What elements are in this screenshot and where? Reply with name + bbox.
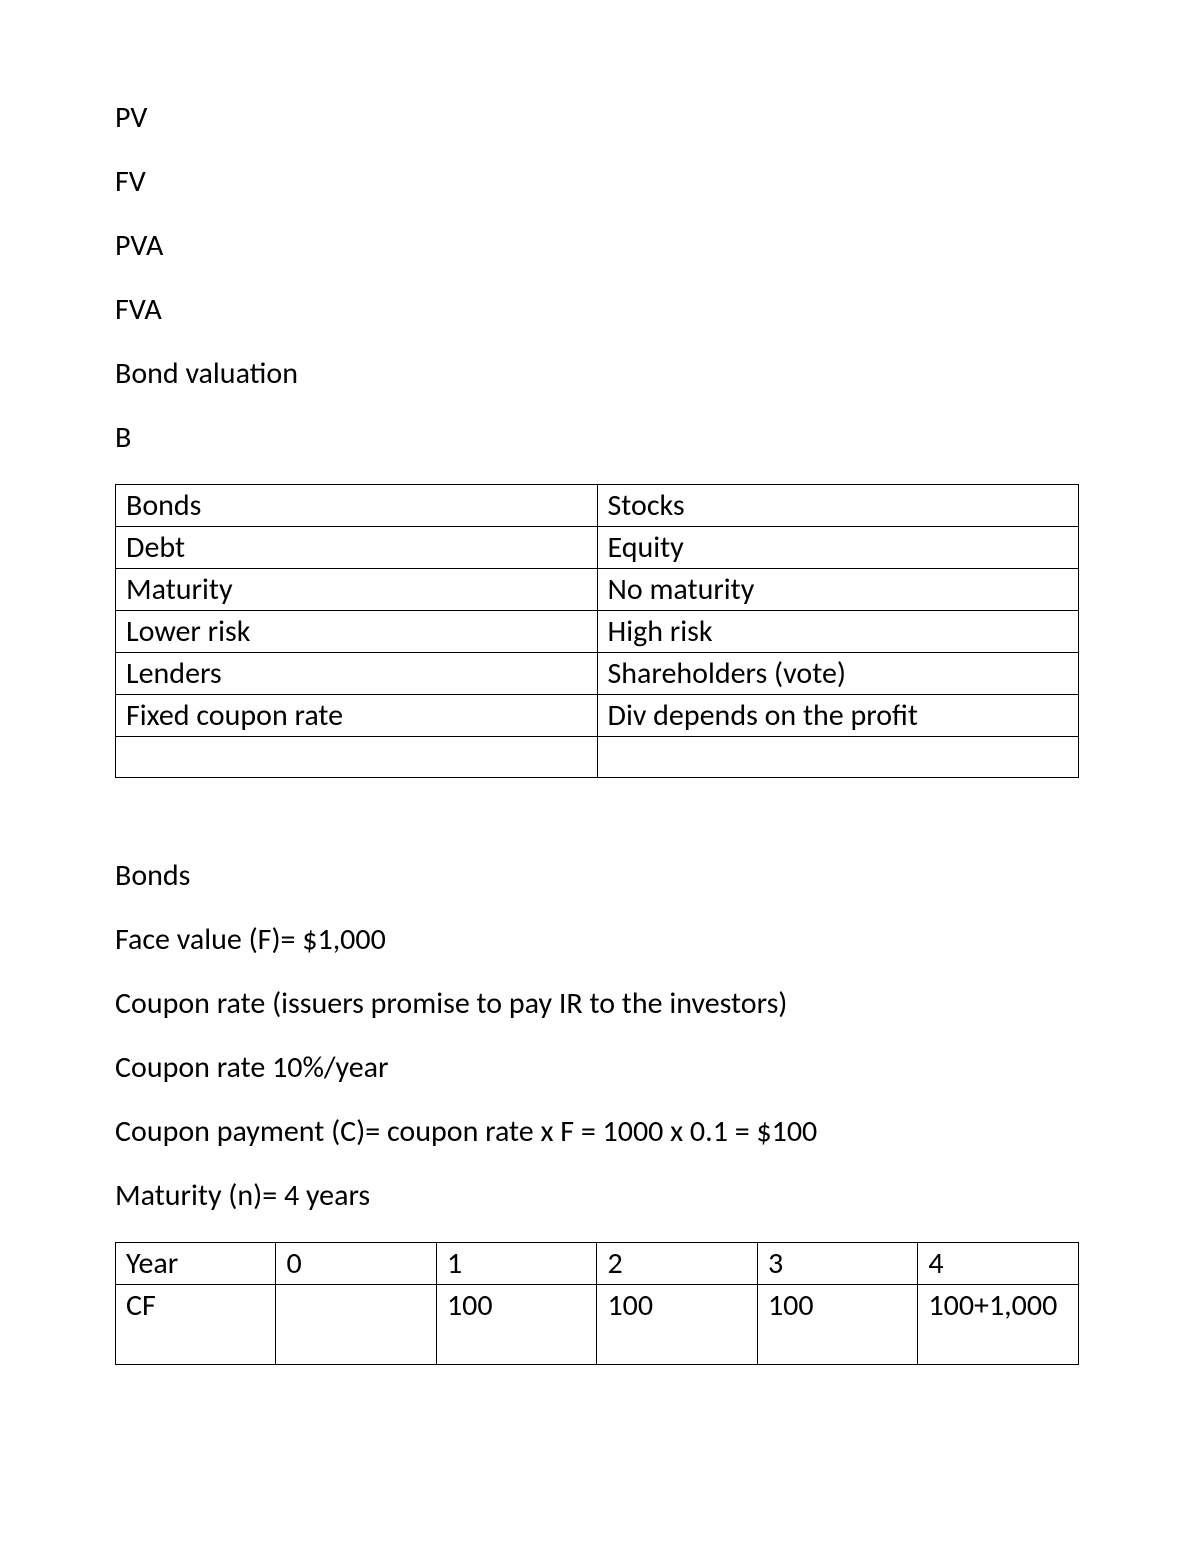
table-row: Fixed coupon rate Div depends on the pro…	[116, 695, 1079, 737]
comparison-table: Bonds Stocks Debt Equity Maturity No mat…	[115, 484, 1079, 778]
term-fva: FVA	[115, 292, 1085, 328]
term-pv: PV	[115, 100, 1085, 136]
table-cell	[597, 737, 1079, 778]
table-row: CF 100 100 100 100+1,000	[116, 1285, 1079, 1365]
table-row: Bonds Stocks	[116, 485, 1079, 527]
face-value: Face value (F)= $1,000	[115, 922, 1085, 958]
table-cell: Lower risk	[116, 611, 598, 653]
table-cell: Fixed coupon rate	[116, 695, 598, 737]
term-pva: PVA	[115, 228, 1085, 264]
table-row: Lenders Shareholders (vote)	[116, 653, 1079, 695]
table-cell: 1	[436, 1243, 596, 1285]
table-cell: Year	[116, 1243, 276, 1285]
table-row: Lower risk High risk	[116, 611, 1079, 653]
table-cell: Maturity	[116, 569, 598, 611]
table-row: Maturity No maturity	[116, 569, 1079, 611]
table-cell: Lenders	[116, 653, 598, 695]
table-cell: 0	[276, 1243, 436, 1285]
table-cell: 100	[757, 1285, 917, 1365]
table-cell: 100	[436, 1285, 596, 1365]
table-cell: High risk	[597, 611, 1079, 653]
table-cell: Bonds	[116, 485, 598, 527]
table-cell: No maturity	[597, 569, 1079, 611]
term-b: B	[115, 420, 1085, 456]
comparison-table-container: Bonds Stocks Debt Equity Maturity No mat…	[115, 484, 1085, 778]
term-bond-valuation: Bond valuation	[115, 356, 1085, 392]
table-cell: Equity	[597, 527, 1079, 569]
bonds-heading: Bonds	[115, 858, 1085, 894]
coupon-payment: Coupon payment (C)= coupon rate x F = 10…	[115, 1114, 1085, 1150]
table-cell: 100	[597, 1285, 757, 1365]
table-cell: 100+1,000	[918, 1285, 1079, 1365]
table-cell: 3	[757, 1243, 917, 1285]
cf-table: Year 0 1 2 3 4 CF 100 100 100 100+1,000	[115, 1242, 1079, 1365]
table-row	[116, 737, 1079, 778]
table-cell: Stocks	[597, 485, 1079, 527]
table-cell: CF	[116, 1285, 276, 1365]
table-row: Debt Equity	[116, 527, 1079, 569]
table-cell	[116, 737, 598, 778]
maturity: Maturity (n)= 4 years	[115, 1178, 1085, 1214]
table-cell: Debt	[116, 527, 598, 569]
coupon-rate: Coupon rate 10%/year	[115, 1050, 1085, 1086]
term-fv: FV	[115, 164, 1085, 200]
table-cell: 4	[918, 1243, 1079, 1285]
table-row: Year 0 1 2 3 4	[116, 1243, 1079, 1285]
coupon-rate-desc: Coupon rate (issuers promise to pay IR t…	[115, 986, 1085, 1022]
table-cell: Shareholders (vote)	[597, 653, 1079, 695]
table-cell: 2	[597, 1243, 757, 1285]
table-cell	[276, 1285, 436, 1365]
table-cell: Div depends on the profit	[597, 695, 1079, 737]
cf-table-container: Year 0 1 2 3 4 CF 100 100 100 100+1,000	[115, 1242, 1085, 1365]
